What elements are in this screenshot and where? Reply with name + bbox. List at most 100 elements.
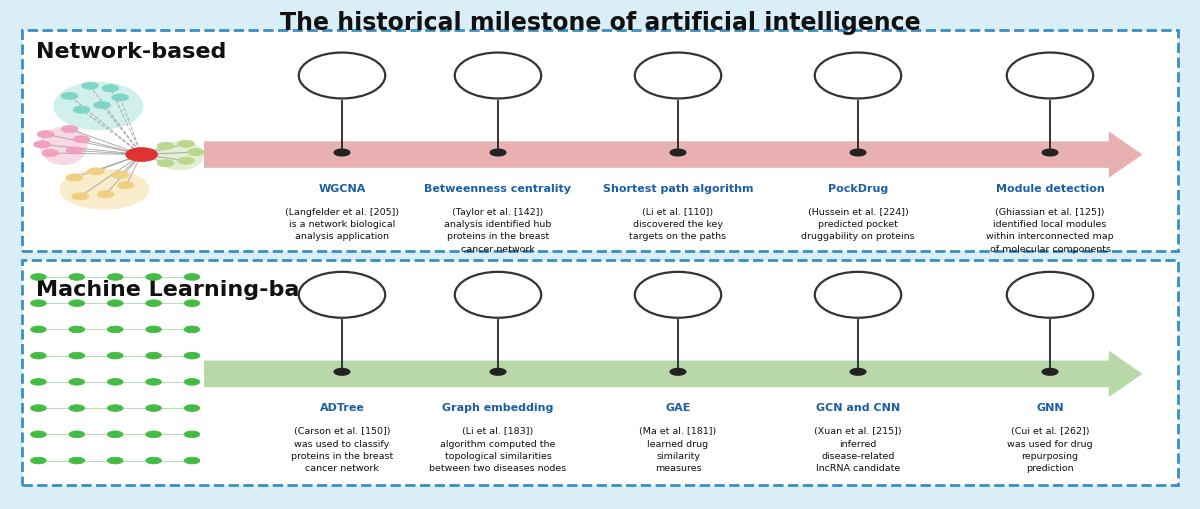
Circle shape [31,379,46,385]
Text: (Taylor et al. [142])
analysis identified hub
proteins in the breast
cancer netw: (Taylor et al. [142]) analysis identifie… [444,208,552,253]
Text: 2017: 2017 [480,289,516,302]
Circle shape [73,136,90,144]
Circle shape [66,175,83,182]
Text: WGCNA: WGCNA [318,183,366,193]
Text: (Cui et al. [262])
was used for drug
repurposing
prediction: (Cui et al. [262]) was used for drug rep… [1007,427,1093,472]
Text: GCN and CNN: GCN and CNN [816,402,900,412]
Circle shape [185,431,199,438]
Circle shape [126,149,157,162]
Circle shape [88,168,104,176]
Text: Shortest path algorithm: Shortest path algorithm [602,183,754,193]
Text: GNN: GNN [1036,402,1064,412]
Circle shape [102,86,119,93]
Text: 2012: 2012 [660,70,696,83]
Text: Machine Learning-based: Machine Learning-based [36,279,343,299]
Circle shape [146,274,161,281]
Text: 2018: 2018 [660,289,696,302]
Ellipse shape [156,142,204,171]
Circle shape [70,457,84,464]
Circle shape [185,326,199,333]
Text: Module detection: Module detection [996,183,1104,193]
Circle shape [94,102,110,109]
Circle shape [73,107,90,114]
FancyArrow shape [204,132,1142,179]
Circle shape [70,431,84,438]
Circle shape [112,95,128,102]
Circle shape [72,193,89,201]
Ellipse shape [40,128,88,166]
Circle shape [178,158,194,165]
Text: (Li et al. [183])
algorithm computed the
topological similarities
between two di: (Li et al. [183]) algorithm computed the… [430,427,566,472]
Ellipse shape [455,272,541,318]
Circle shape [185,379,199,385]
Circle shape [334,369,350,376]
Circle shape [108,431,124,438]
FancyBboxPatch shape [22,31,1178,252]
Text: (Li et al. [110])
discovered the key
targets on the paths: (Li et al. [110]) discovered the key tar… [630,208,726,241]
Ellipse shape [815,272,901,318]
Circle shape [82,83,98,90]
Circle shape [31,457,46,464]
Text: (Ghiassian et al. [125])
identified local modules
within interconnected map
of m: (Ghiassian et al. [125]) identified loca… [986,208,1114,253]
Circle shape [146,379,161,385]
Text: (Ma et al. [181])
learned drug
similarity
measures: (Ma et al. [181]) learned drug similarit… [640,427,716,472]
Ellipse shape [59,169,149,210]
Circle shape [70,300,84,307]
Circle shape [61,126,78,133]
Circle shape [108,326,124,333]
Circle shape [108,379,124,385]
Circle shape [112,172,128,179]
Ellipse shape [455,53,541,99]
Circle shape [157,143,174,150]
Text: Network-based: Network-based [36,42,227,62]
Circle shape [31,353,46,359]
Circle shape [31,274,46,281]
Text: GAE: GAE [665,402,691,412]
Ellipse shape [1007,272,1093,318]
Text: 2021: 2021 [1032,289,1068,302]
Circle shape [34,142,50,149]
Text: 2008: 2008 [324,70,360,83]
Circle shape [187,149,204,156]
Text: Graph embedding: Graph embedding [443,402,553,412]
Circle shape [146,457,161,464]
Circle shape [42,150,59,157]
Circle shape [108,274,124,281]
Circle shape [670,369,685,376]
Circle shape [31,300,46,307]
Circle shape [70,405,84,412]
FancyBboxPatch shape [22,261,1178,485]
Circle shape [108,300,124,307]
Circle shape [70,379,84,385]
Text: (Langfelder et al. [205])
is a network biological
analysis application: (Langfelder et al. [205]) is a network b… [284,208,400,241]
Circle shape [185,353,199,359]
Circle shape [37,131,54,138]
FancyArrow shape [204,351,1142,397]
Text: ADTree: ADTree [319,402,365,412]
Circle shape [31,326,46,333]
Circle shape [185,405,199,412]
Circle shape [118,182,134,189]
Text: Betweenness centrality: Betweenness centrality [425,183,571,193]
Ellipse shape [299,53,385,99]
Circle shape [1042,369,1058,376]
Circle shape [70,326,84,333]
Circle shape [108,353,124,359]
Circle shape [851,369,866,376]
Circle shape [146,300,161,307]
Circle shape [146,431,161,438]
Circle shape [146,353,161,359]
Ellipse shape [635,53,721,99]
Circle shape [70,353,84,359]
Circle shape [31,431,46,438]
Circle shape [851,150,866,157]
Text: (Hussein et al. [224])
predicted pocket
druggability on proteins: (Hussein et al. [224]) predicted pocket … [802,208,914,241]
Text: 2019: 2019 [840,289,876,302]
Circle shape [70,274,84,281]
Text: (Xuan et al. [215])
inferred
disease-related
lncRNA candidate: (Xuan et al. [215]) inferred disease-rel… [814,427,902,472]
Circle shape [185,274,199,281]
Circle shape [670,150,685,157]
Text: 2009: 2009 [480,70,516,83]
Circle shape [108,405,124,412]
Circle shape [491,369,506,376]
